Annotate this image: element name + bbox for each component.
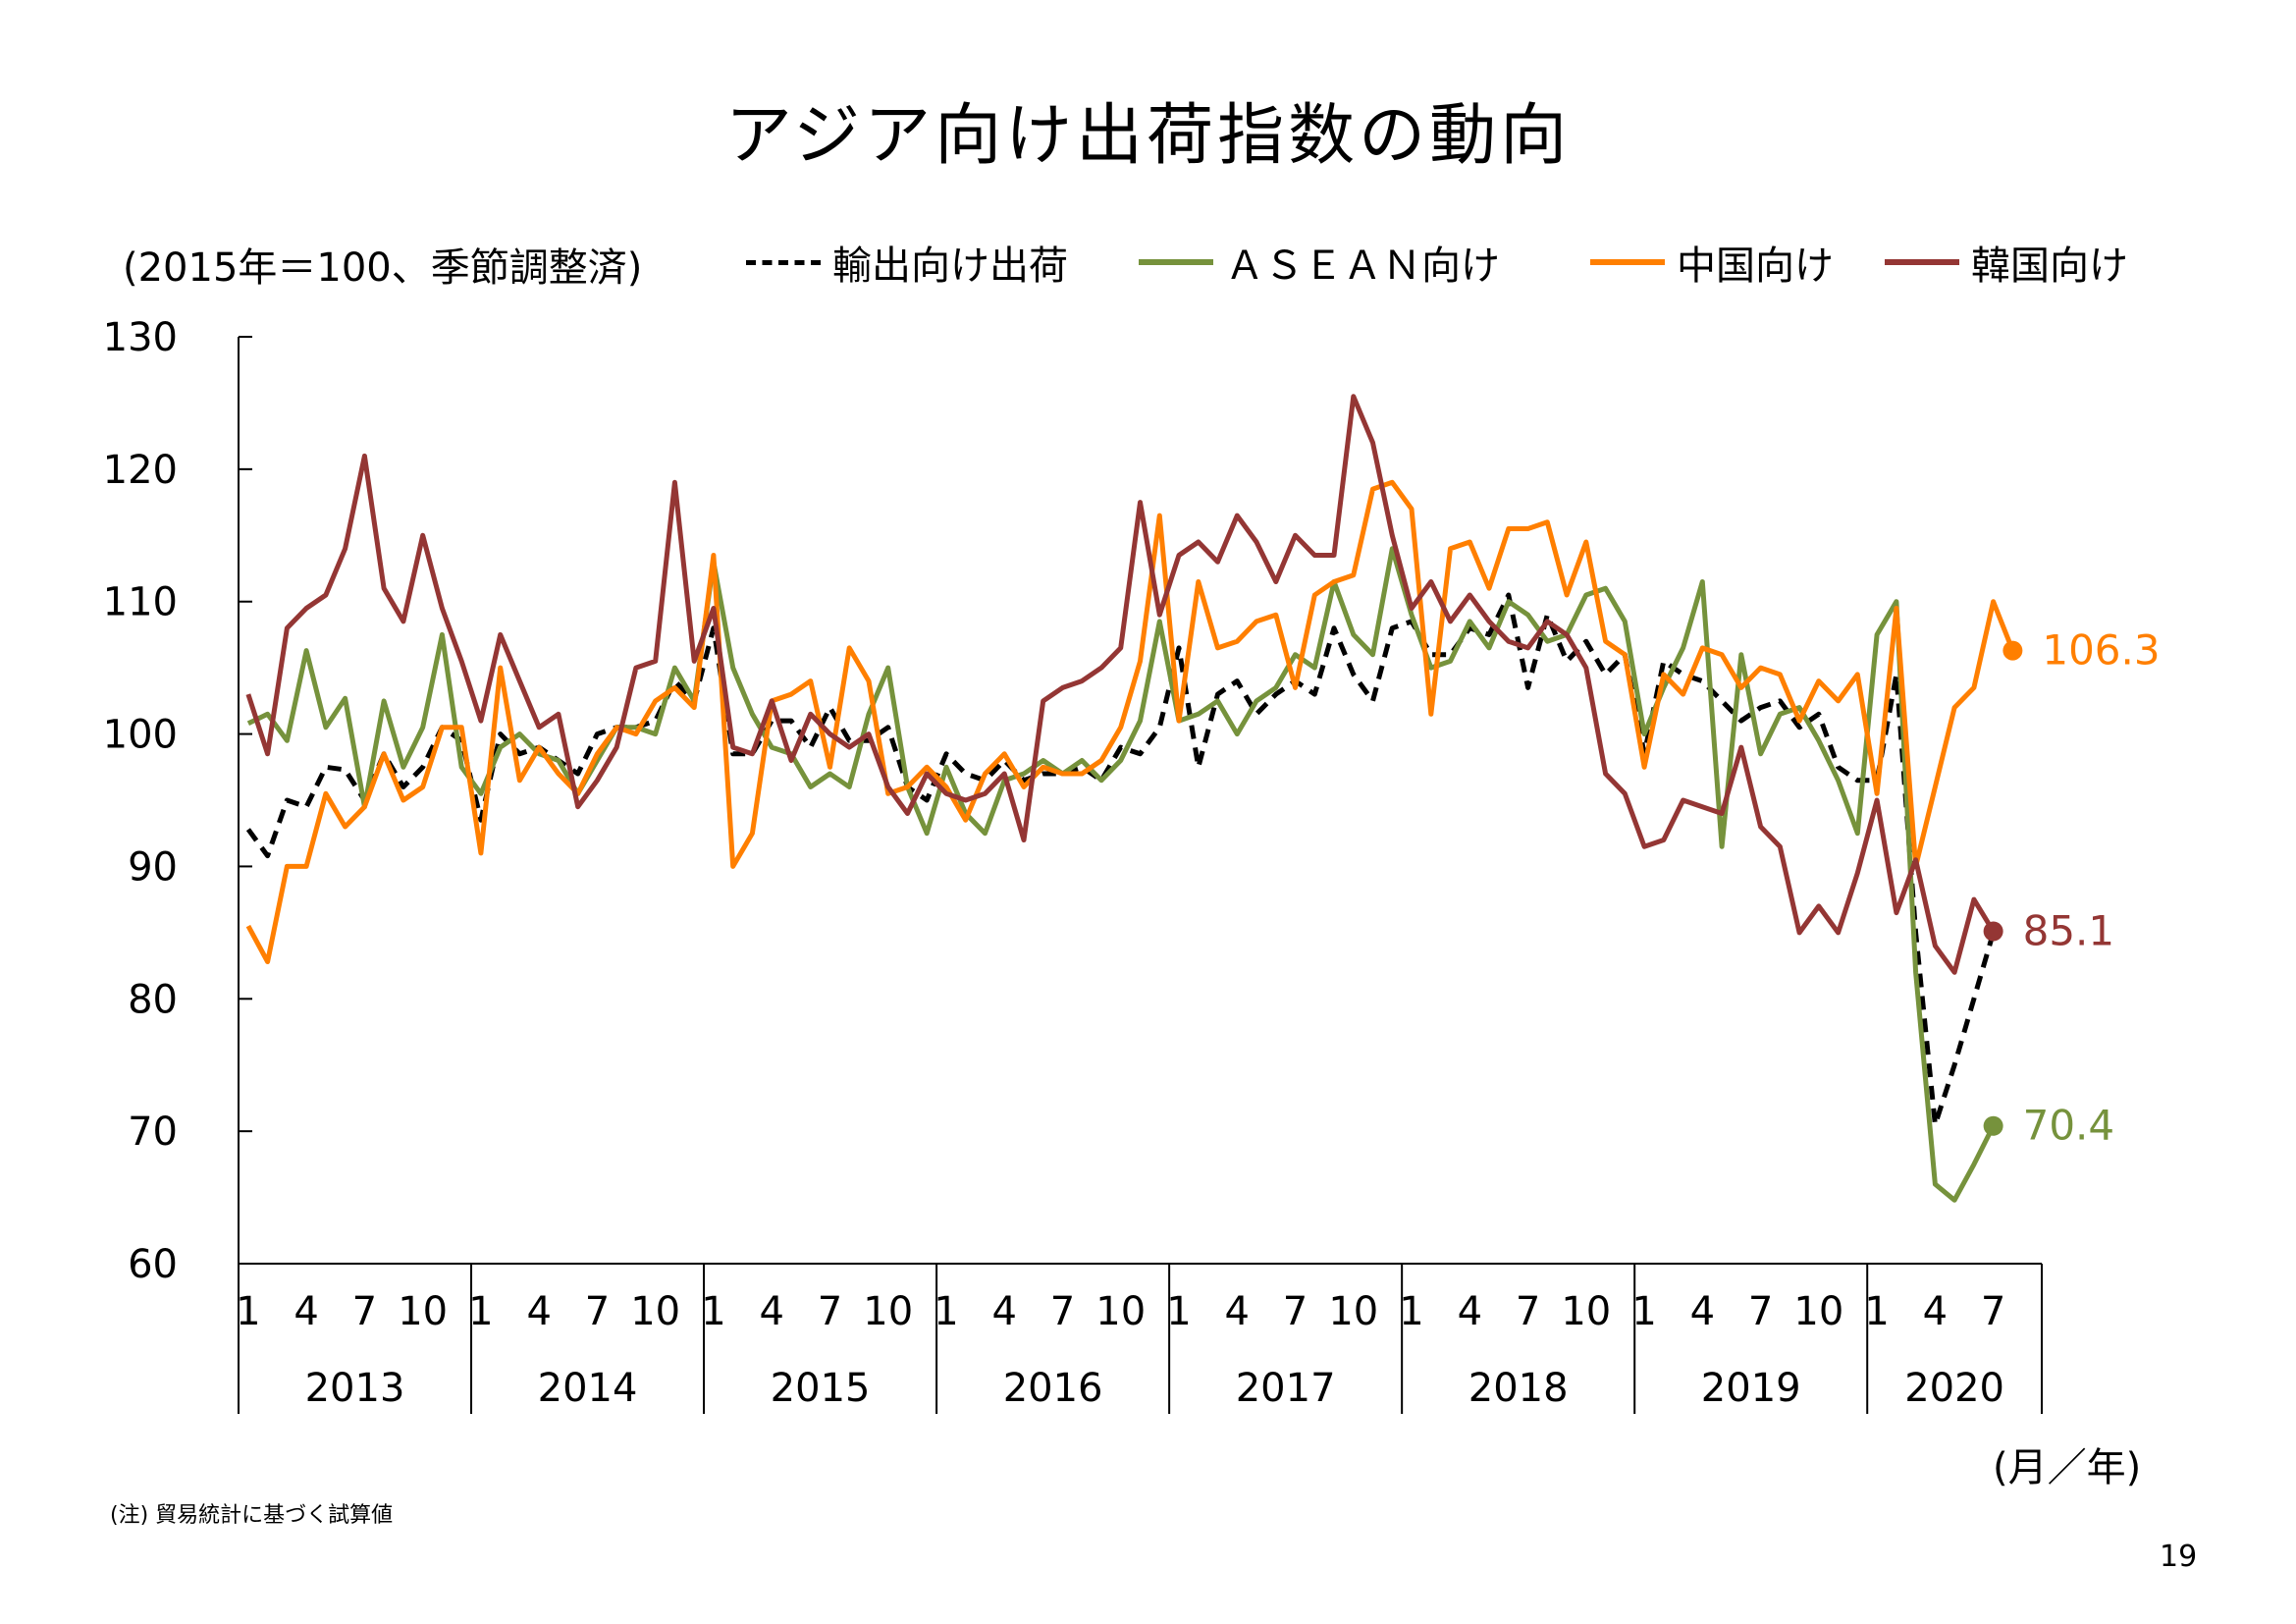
footnote: (注) 貿易統計に基づく試算値 [110, 1503, 394, 1528]
page-number: 19 [2160, 1540, 2198, 1574]
legend-swatch-export [746, 259, 821, 265]
x-month-label: 1 [701, 1289, 725, 1334]
end-marker [1983, 1115, 2003, 1136]
x-month-label: 1 [468, 1289, 493, 1334]
x-month-label: 4 [992, 1289, 1017, 1334]
x-month-label: 4 [526, 1289, 551, 1334]
legend-label-china: 中国向け [1677, 244, 1834, 289]
x-month-label: 4 [294, 1289, 318, 1334]
end-marker [1983, 921, 2003, 942]
x-month-label: 7 [1516, 1289, 1540, 1334]
x-year-label: 2020 [1904, 1366, 2004, 1411]
x-year-label: 2017 [1236, 1366, 1336, 1411]
x-year-label: 2014 [538, 1366, 638, 1411]
y-tick-label: 130 [103, 315, 178, 360]
legend-swatch-korea [1885, 259, 1959, 265]
legend-swatch-china [1590, 259, 1665, 265]
legend-item-export: 輸出向け出荷 [746, 234, 1068, 291]
x-month-label: 4 [1923, 1289, 1948, 1334]
x-axis-unit: (月／年) [1993, 1445, 2142, 1490]
x-month-label: 7 [1050, 1289, 1075, 1334]
y-tick-label: 110 [103, 580, 178, 625]
x-year-label: 2018 [1468, 1366, 1569, 1411]
legend-label-export: 輸出向け出荷 [832, 244, 1068, 289]
y-tick-label: 60 [128, 1242, 178, 1287]
series-line-1 [246, 546, 1996, 1203]
legend-item-asean: ＡＳＥＡＮ向け [1139, 234, 1500, 291]
x-month-label: 4 [1690, 1289, 1715, 1334]
x-month-label: 4 [1458, 1289, 1482, 1334]
y-tick-label: 80 [128, 977, 178, 1022]
x-month-label: 10 [1328, 1289, 1378, 1334]
x-month-label: 10 [630, 1289, 680, 1334]
x-month-label: 1 [1864, 1289, 1889, 1334]
x-year-label: 2016 [1003, 1366, 1103, 1411]
x-year-label: 2019 [1701, 1366, 1801, 1411]
unit-note: (2015年＝100、季節調整済) [123, 245, 643, 291]
x-month-label: 10 [863, 1289, 913, 1334]
x-month-label: 10 [398, 1289, 448, 1334]
series-line-3 [245, 394, 1996, 975]
x-year-label: 2015 [771, 1366, 871, 1411]
x-month-label: 10 [1793, 1289, 1843, 1334]
x-month-label: 1 [1399, 1289, 1423, 1334]
x-month-label: 10 [1095, 1289, 1146, 1334]
y-tick-label: 100 [103, 713, 178, 758]
end-value-label: 106.3 [2042, 626, 2160, 675]
end-value-label: 70.4 [2023, 1102, 2115, 1150]
x-month-label: 7 [1748, 1289, 1773, 1334]
x-month-label: 1 [1631, 1289, 1656, 1334]
x-month-label: 7 [1981, 1289, 2005, 1334]
legend-label-asean: ＡＳＥＡＮ向け [1225, 244, 1500, 289]
y-tick-label: 90 [128, 844, 178, 890]
end-value-label: 85.1 [2023, 907, 2115, 955]
x-month-label: 7 [352, 1289, 377, 1334]
y-tick-label: 120 [103, 448, 178, 493]
series-line-2 [245, 479, 2015, 964]
x-month-label: 7 [585, 1289, 610, 1334]
x-month-label: 1 [934, 1289, 958, 1334]
x-year-label: 2013 [305, 1366, 405, 1411]
x-month-label: 7 [1283, 1289, 1308, 1334]
x-month-label: 10 [1561, 1289, 1611, 1334]
legend-swatch-asean [1139, 259, 1213, 265]
x-month-label: 7 [818, 1289, 842, 1334]
legend-item-korea: 韓国向け [1885, 234, 2128, 291]
x-month-label: 4 [1225, 1289, 1250, 1334]
end-marker [2002, 640, 2023, 661]
legend-item-china: 中国向け [1590, 234, 1834, 291]
y-tick-label: 70 [128, 1110, 178, 1155]
x-month-label: 1 [236, 1289, 260, 1334]
x-month-label: 4 [759, 1289, 783, 1334]
x-month-label: 1 [1166, 1289, 1191, 1334]
legend: 輸出向け出荷 ＡＳＥＡＮ向け 中国向け 韓国向け [0, 234, 2296, 293]
chart-title: アジア向け出荷指数の動向 [724, 97, 1572, 175]
legend-label-korea: 韓国向け [1971, 244, 2128, 289]
